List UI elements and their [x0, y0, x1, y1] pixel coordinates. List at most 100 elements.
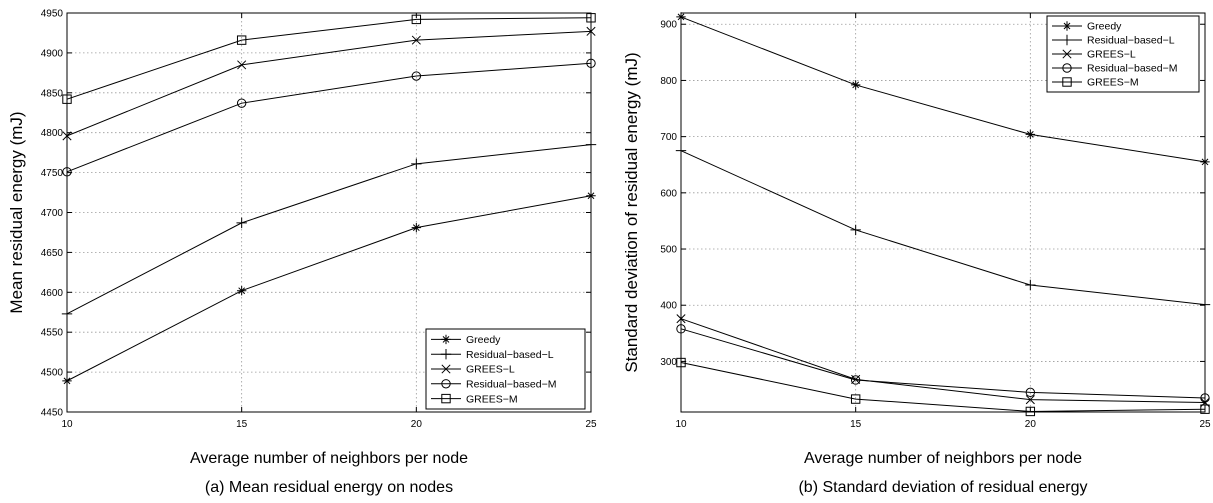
y-tick-label: 4600: [41, 288, 64, 299]
legend-circle-marker: [1062, 63, 1072, 73]
point-circle-marker: [1025, 387, 1036, 398]
legend-label: GREES−L: [466, 364, 515, 376]
legend-label: GREES−M: [466, 393, 518, 405]
point-x-marker: [237, 60, 247, 70]
x-tick-label: 25: [585, 419, 597, 430]
x-tick-label: 20: [1025, 419, 1037, 430]
point-square-marker: [850, 394, 861, 404]
legend-circle-marker: [441, 379, 451, 389]
point-plus-marker: [1025, 279, 1036, 291]
y-tick-label: 400: [660, 301, 677, 312]
point-square-marker: [236, 35, 247, 45]
legend-a: Greedy Residual−based−L GREES−L Residual−ba…: [425, 328, 586, 410]
chart-std-residual-energy: 10 15 20 25 300 400 500 600 700 800 900 Greedy Resi…: [622, 12, 1211, 496]
x-tick-label: 10: [675, 419, 687, 430]
legend-square-marker: [1062, 77, 1072, 87]
x-tick-label: 25: [1199, 419, 1211, 430]
y-tick-label: 4650: [41, 248, 64, 259]
ticks-b: 10 15 20 25 300 400 500 600 700 800 900: [660, 13, 1211, 430]
legend-x-marker: [441, 364, 451, 374]
legend-plus-marker: [1061, 34, 1073, 46]
x-tick-label: 15: [850, 419, 862, 430]
point-asterisk-marker: [1025, 129, 1036, 140]
y-tick-label: 900: [660, 20, 677, 31]
x-axis-label-a: Average number of neighbors per node: [190, 450, 468, 467]
series-line-residual-based-m: [66, 62, 592, 173]
legend-label: Residual−based−M: [1087, 63, 1177, 75]
point-circle-marker: [850, 375, 861, 385]
legend-entry-residual-based-m: Residual−based−M: [431, 379, 556, 391]
series-line-grees-l: [680, 318, 1206, 403]
x-axis-label-b: Average number of neighbors per node: [804, 450, 1082, 467]
legend-label: Greedy: [466, 334, 501, 346]
legend-b: Greedy Residual−based−L GREES−L Residual−ba…: [1046, 15, 1200, 93]
series-line-grees-m: [680, 362, 1206, 412]
legend-plus-marker: [440, 349, 452, 360]
y-tick-label: 4500: [41, 368, 64, 379]
legend-entry-grees-m: GREES−M: [1052, 77, 1139, 89]
legend-entry-grees-m: GREES−M: [431, 393, 518, 405]
y-tick-label: 500: [660, 245, 677, 256]
y-tick-label: 4450: [41, 408, 64, 419]
legend-label: GREES−L: [1087, 49, 1136, 61]
legend-asterisk-marker: [441, 334, 451, 345]
x-tick-label: 15: [236, 419, 248, 430]
legend-label: Greedy: [1087, 21, 1122, 33]
series-line-greedy: [66, 195, 592, 382]
legend-x-marker: [1062, 49, 1072, 59]
ticks-a: 10 15 20 25 4450 4500 4550 4600 4650 4700 4750 4800…: [41, 9, 597, 431]
y-tick-label: 4550: [41, 328, 64, 339]
legend-label: Residual−based−L: [466, 349, 554, 361]
legend-square-marker: [441, 393, 451, 404]
series-grees-l: [62, 26, 596, 141]
point-circle-marker: [236, 98, 247, 108]
point-circle-marker: [411, 71, 422, 81]
legend-entry-residual-based-l: Residual−based−L: [1052, 35, 1175, 47]
point-plus-marker: [236, 217, 247, 229]
point-plus-marker: [411, 158, 422, 170]
point-asterisk-marker: [236, 286, 247, 296]
y-axis-label-b: Standard deviation of residual energy (m…: [622, 52, 641, 372]
y-tick-label: 4750: [41, 168, 64, 179]
series-grees-l: [676, 314, 1210, 407]
legend-label: Residual−based−L: [1087, 35, 1175, 47]
series-line-residual-based-l: [66, 144, 592, 315]
series-line-residual-based-m: [680, 328, 1206, 399]
y-tick-label: 800: [660, 76, 677, 87]
y-tick-label: 300: [660, 357, 677, 368]
series-line-grees-m: [66, 17, 592, 100]
legend-label: GREES−M: [1087, 77, 1139, 89]
legend-label: Residual−based−M: [466, 379, 556, 391]
series-line-greedy: [680, 16, 1206, 163]
y-axis-label-a: Mean residual energy (mJ): [7, 111, 26, 313]
series-residual-based-m: [62, 58, 596, 177]
point-asterisk-marker: [411, 222, 422, 233]
x-tick-label: 20: [411, 419, 423, 430]
y-tick-label: 4900: [41, 48, 64, 59]
point-asterisk-marker: [850, 80, 861, 90]
y-tick-label: 4950: [41, 9, 64, 20]
y-tick-label: 4800: [41, 128, 64, 139]
y-tick-label: 600: [660, 188, 677, 199]
legend-asterisk-marker: [1062, 21, 1072, 31]
series-grees-m: [676, 357, 1210, 417]
series-residual-based-m: [676, 324, 1210, 403]
series-line-grees-l: [66, 30, 592, 137]
chart-mean-residual-energy: 10 15 20 25 4450 4500 4550 4600 4650 4700 4750 4800…: [7, 9, 597, 497]
series-line-residual-based-l: [680, 150, 1206, 306]
point-x-marker: [411, 35, 421, 45]
y-tick-label: 4850: [41, 88, 64, 99]
legend-entry-residual-based-l: Residual−based−L: [431, 349, 554, 361]
legend-entry-greedy: Greedy: [431, 334, 501, 346]
y-tick-label: 4700: [41, 208, 64, 219]
series-residual-based-l: [675, 145, 1211, 310]
y-tick-label: 700: [660, 132, 677, 143]
caption-b: (b) Standard deviation of residual energ…: [798, 479, 1087, 496]
x-tick-label: 10: [61, 419, 73, 430]
point-x-marker: [1025, 395, 1035, 405]
plot-frame-b: [680, 12, 1206, 413]
legend-entry-greedy: Greedy: [1052, 21, 1122, 33]
point-plus-marker: [850, 224, 861, 236]
legend-entry-grees-l: GREES−L: [1052, 49, 1136, 61]
